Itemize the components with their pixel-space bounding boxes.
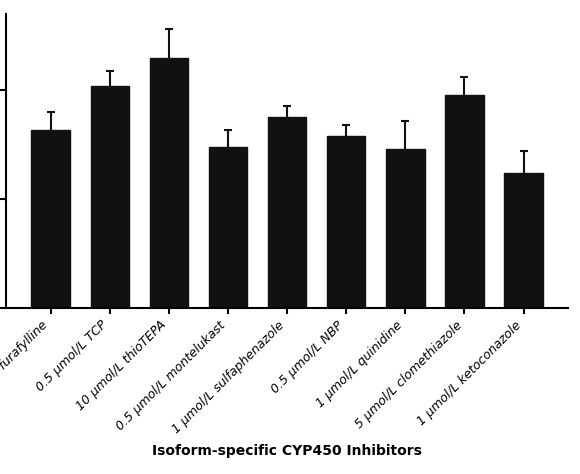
Bar bbox=[150, 58, 188, 308]
Bar bbox=[386, 149, 425, 308]
Bar bbox=[90, 86, 129, 308]
Bar bbox=[505, 173, 543, 308]
Bar bbox=[445, 95, 484, 308]
Bar bbox=[31, 129, 70, 308]
X-axis label: Isoform-specific CYP450 Inhibitors: Isoform-specific CYP450 Inhibitors bbox=[152, 444, 422, 458]
Bar bbox=[327, 136, 365, 308]
Bar bbox=[268, 117, 306, 308]
Bar bbox=[209, 147, 247, 308]
